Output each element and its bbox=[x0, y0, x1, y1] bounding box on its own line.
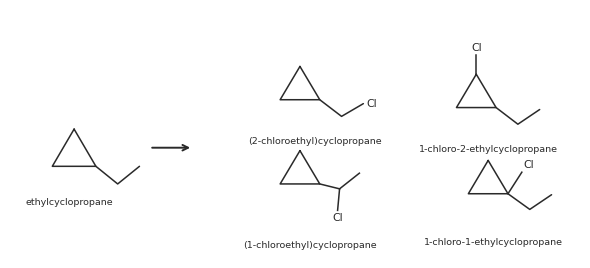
Text: 1-chloro-1-ethylcyclopropane: 1-chloro-1-ethylcyclopropane bbox=[424, 238, 563, 247]
Text: Cl: Cl bbox=[471, 43, 481, 53]
Text: (1-chloroethyl)cyclopropane: (1-chloroethyl)cyclopropane bbox=[243, 241, 376, 250]
Text: ethylcyclopropane: ethylcyclopropane bbox=[25, 198, 113, 207]
Text: (2-chloroethyl)cyclopropane: (2-chloroethyl)cyclopropane bbox=[248, 137, 382, 146]
Text: 1-chloro-2-ethylcyclopropane: 1-chloro-2-ethylcyclopropane bbox=[419, 145, 558, 154]
Text: Cl: Cl bbox=[332, 213, 343, 223]
Text: Cl: Cl bbox=[366, 99, 377, 109]
Text: Cl: Cl bbox=[524, 160, 535, 170]
